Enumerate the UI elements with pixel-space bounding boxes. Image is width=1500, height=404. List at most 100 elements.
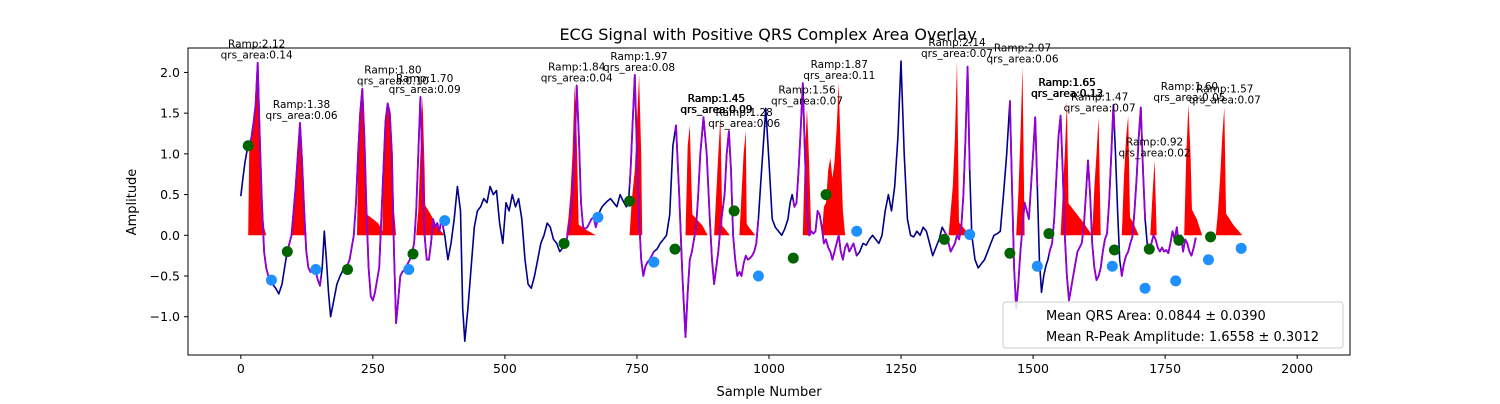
qrs-area-fill-20: [1016, 66, 1025, 236]
peak-annotation-18-line-0: Ramp:1.57: [1196, 83, 1253, 95]
qrs-onset-marker-16: [1205, 231, 1217, 243]
chart-title: ECG Signal with Positive QRS Complex Are…: [559, 25, 976, 44]
qrs-onset-marker-9: [820, 189, 832, 201]
peak-annotation-14-line-1: qrs_area:0.12: [1031, 88, 1103, 100]
peak-annotation-13-line-1: qrs_area:0.13: [1031, 88, 1103, 100]
qrs-area-fill-16: [802, 108, 812, 236]
peak-annotation-13-line-0: Ramp:1.65: [1038, 77, 1095, 89]
qrs-area-fill-25: [1121, 115, 1131, 236]
qrs-area-fill-31: [1224, 210, 1243, 236]
qrs-onset-marker-0: [242, 140, 254, 152]
qrs-area-fill-12: [714, 117, 723, 236]
qrs-segment-11: [1119, 106, 1146, 277]
qrs-onset-marker-14: [1143, 243, 1155, 255]
qrs-onset-marker-15: [1173, 234, 1185, 246]
qrs-onset-marker-7: [728, 205, 740, 217]
peak-annotation-1-line-1: qrs_area:0.06: [266, 110, 338, 122]
qrs-onset-marker-4: [558, 237, 570, 249]
peak-annotation-5-line-0: Ramp:1.97: [610, 51, 667, 63]
x-tick-label-5: 1250: [885, 361, 917, 376]
qrs-offset-marker-9: [1031, 260, 1043, 272]
qrs-segment-7: [792, 82, 858, 261]
qrs-segment-9: [1009, 100, 1039, 310]
x-tick-label-2: 500: [493, 361, 517, 376]
legend-entry-mean-qrs-area: Mean QRS Area: 0.0844 ± 0.0390: [1046, 309, 1266, 324]
x-tick-label-3: 750: [625, 361, 649, 376]
qrs-area-fill-3: [365, 210, 385, 236]
x-tick-label-7: 1750: [1149, 361, 1181, 376]
legend-entry-mean-r-peak-amplitude: Mean R-Peak Amplitude: 1.6558 ± 0.3012: [1046, 330, 1319, 345]
qrs-onset-marker-3: [407, 248, 419, 260]
qrs-offset-marker-14: [1235, 242, 1247, 254]
peak-annotation-10-line-1: qrs_area:0.11: [803, 70, 875, 82]
qrs-offset-marker-0: [265, 274, 277, 286]
qrs-area-fill-0: [248, 62, 267, 236]
qrs-area-fill-2: [357, 88, 368, 236]
peak-annotation-11-line-1: qrs_area:0.07: [921, 48, 993, 60]
peak-annotation-16-line-0: Ramp:0.92: [1126, 136, 1183, 148]
peak-annotation-17-line-0: Ramp:1.60: [1161, 81, 1218, 93]
peak-annotation-12-line-0: Ramp:2.07: [994, 43, 1051, 55]
qrs-segment-1: [286, 122, 322, 287]
qrs-offset-marker-8: [964, 228, 976, 240]
qrs-area-fill-30: [1215, 107, 1227, 236]
peak-annotation-8-line-1: qrs_area:0.06: [708, 118, 780, 130]
qrs-offset-marker-3: [439, 215, 451, 227]
qrs-segment-5: [628, 74, 655, 277]
qrs-segment-4: [563, 84, 600, 247]
qrs-area-fill-26: [1126, 210, 1139, 236]
y-tick-label-5: 1.5: [160, 106, 180, 121]
peak-annotation-2-line-0: Ramp:1.80: [364, 65, 421, 77]
peak-annotation-14-line-0: Ramp:1.65: [1039, 77, 1096, 89]
markers-layer: [242, 140, 1247, 294]
qrs-offset-marker-13: [1202, 254, 1214, 266]
qrs-area-fill-24: [1092, 117, 1101, 236]
legend: Mean QRS Area: 0.0844 ± 0.0390 Mean R-Pe…: [1002, 301, 1344, 349]
peak-annotation-6-line-1: qrs_area:0.09: [680, 104, 752, 116]
qrs-offset-marker-1: [310, 263, 322, 275]
qrs-area-fill-8: [576, 223, 596, 236]
qrs-onset-marker-1: [281, 246, 293, 258]
x-axis-ticks: 0 250 500 750 1000 1250 1500 1750 2000: [237, 355, 1313, 376]
peak-annotation-16-line-1: qrs_area:0.02: [1119, 147, 1191, 159]
peak-annotation-18-line-1: qrs_area:0.07: [1189, 94, 1261, 106]
peak-annotation-12-line-1: qrs_area:0.06: [987, 54, 1059, 66]
peak-annotation-0-line-1: qrs_area:0.14: [221, 50, 293, 62]
qrs-area-fill-11: [687, 209, 708, 236]
qrs-onset-marker-11: [1004, 247, 1016, 259]
qrs-offset-marker-4: [592, 211, 604, 223]
qrs-segment-3: [411, 96, 445, 261]
qrs-segment-13: [1180, 235, 1197, 257]
x-tick-label-8: 2000: [1281, 361, 1313, 376]
qrs-onset-marker-13: [1108, 244, 1120, 256]
y-tick-label-2: 0.0: [160, 228, 180, 243]
qrs-segment-10: [1048, 104, 1116, 302]
qrs-segment-2: [346, 87, 412, 325]
qrs-area-fill-10: [685, 125, 693, 236]
x-tick-label-1: 250: [361, 361, 385, 376]
y-tick-label-0: −1.0: [150, 309, 180, 324]
x-tick-label-0: 0: [237, 361, 245, 376]
peak-annotation-6-line-0: Ramp:1.45: [688, 93, 745, 105]
peak-annotation-3-line-1: qrs_area:0.09: [389, 84, 461, 96]
qrs-offset-marker-10: [1106, 260, 1118, 272]
annotations-layer: Ramp:2.12qrs_area:0.14Ramp:1.38qrs_area:…: [221, 37, 1261, 159]
x-tick-label-4: 1000: [753, 361, 785, 376]
legend-box: [1002, 301, 1344, 349]
qrs-segment-6: [674, 116, 760, 338]
x-tick-label-6: 1500: [1017, 361, 1049, 376]
peak-annotation-9-line-1: qrs_area:0.07: [771, 95, 843, 107]
peak-annotation-2-line-1: qrs_area:0.10: [357, 76, 429, 88]
peak-annotation-8-line-0: Ramp:1.28: [716, 107, 773, 119]
qrs-onset-marker-8: [787, 252, 799, 264]
peak-annotation-9-line-0: Ramp:1.56: [778, 84, 836, 96]
peak-annotation-11-line-0: Ramp:2.14: [928, 37, 986, 49]
qrs-onset-marker-5: [624, 195, 636, 207]
qrs-offset-marker-7: [851, 225, 863, 237]
qrs-onset-marker-6: [669, 243, 681, 255]
qrs-offset-marker-12: [1170, 275, 1182, 287]
qrs-area-fill-6: [423, 202, 445, 236]
peak-annotation-15-line-1: qrs_area:0.07: [1064, 103, 1136, 115]
